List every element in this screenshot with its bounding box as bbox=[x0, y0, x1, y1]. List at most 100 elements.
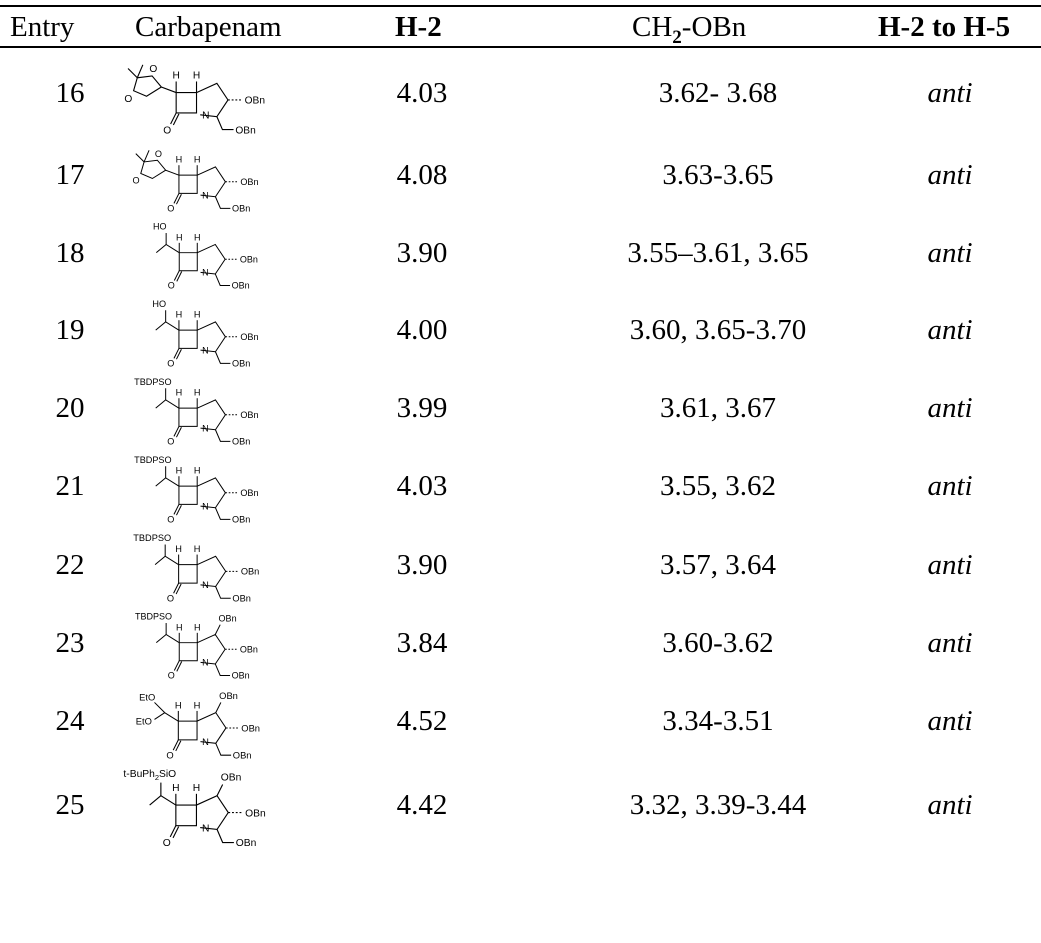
svg-text:H: H bbox=[176, 622, 183, 632]
table-row: 16 4.03 3.62- 3.68 anti O O O N H H OBn OBn bbox=[0, 50, 1041, 137]
svg-text:HO: HO bbox=[152, 299, 166, 309]
h2-h5-relation: anti bbox=[927, 77, 973, 109]
svg-text:O: O bbox=[163, 125, 171, 136]
svg-text:O: O bbox=[167, 515, 174, 525]
h2-h5-relation: anti bbox=[927, 314, 973, 346]
svg-text:N: N bbox=[202, 658, 209, 668]
carbapenam-structure: EtO EtO O N H H OBn OBn OBn bbox=[136, 691, 260, 761]
carbapenam-structure: HO O N H H OBn OBn bbox=[153, 222, 258, 291]
table-header-rule bbox=[0, 46, 1041, 48]
svg-text:O: O bbox=[124, 94, 132, 105]
h2-h5-relation: anti bbox=[927, 627, 973, 659]
header-ch2-suffix: -OBn bbox=[681, 11, 747, 43]
svg-text:N: N bbox=[202, 110, 209, 121]
svg-text:H: H bbox=[194, 232, 200, 242]
svg-text:N: N bbox=[202, 423, 209, 433]
svg-text:N: N bbox=[202, 501, 209, 511]
svg-text:O: O bbox=[167, 594, 174, 604]
svg-text:OBn: OBn bbox=[245, 96, 265, 107]
ch2-obn-shift: 3.55, 3.62 bbox=[660, 470, 776, 502]
h2-shift: 4.08 bbox=[396, 159, 448, 191]
svg-text:N: N bbox=[202, 737, 209, 747]
header-ch2-prefix: CH bbox=[632, 11, 673, 43]
header-ch2-subscript: 2 bbox=[672, 26, 682, 48]
svg-text:O: O bbox=[167, 204, 174, 214]
ch2-obn-shift: 3.34-3.51 bbox=[662, 705, 774, 737]
svg-text:H: H bbox=[194, 155, 201, 165]
svg-text:OBn: OBn bbox=[232, 437, 250, 447]
ch2-obn-shift: 3.63-3.65 bbox=[662, 159, 774, 191]
svg-text:H: H bbox=[172, 783, 179, 794]
svg-text:N: N bbox=[202, 823, 209, 834]
svg-text:OBn: OBn bbox=[221, 773, 242, 784]
h2-h5-relation: anti bbox=[927, 159, 973, 191]
ch2-obn-shift: 3.57, 3.64 bbox=[660, 549, 776, 581]
svg-text:OBn: OBn bbox=[240, 177, 258, 187]
svg-text:OBn: OBn bbox=[241, 723, 260, 733]
svg-text:H: H bbox=[193, 71, 200, 82]
entry-number: 17 bbox=[55, 159, 85, 191]
ch2-obn-shift: 3.60-3.62 bbox=[662, 627, 774, 659]
carbapenam-structure: t-BuPh2SiO O N H H OBn OBn OBn bbox=[123, 769, 266, 849]
table-top-rule bbox=[0, 5, 1041, 7]
h2-h5-relation: anti bbox=[927, 549, 973, 581]
svg-text:TBDPSO: TBDPSO bbox=[134, 455, 171, 465]
h2-h5-relation: anti bbox=[927, 789, 973, 821]
svg-text:H: H bbox=[176, 310, 183, 320]
svg-text:H: H bbox=[172, 71, 179, 82]
svg-text:O: O bbox=[168, 671, 175, 681]
h2-shift: 3.90 bbox=[396, 549, 448, 581]
svg-text:O: O bbox=[163, 838, 171, 849]
ch2-obn-shift: 3.62- 3.68 bbox=[658, 77, 778, 109]
ch2-obn-shift: 3.55–3.61, 3.65 bbox=[627, 237, 809, 269]
svg-text:N: N bbox=[202, 190, 209, 200]
svg-text:EtO: EtO bbox=[136, 717, 152, 727]
svg-text:H: H bbox=[176, 232, 183, 242]
carbapenam-structure: O O O N H H OBn OBn bbox=[132, 149, 258, 214]
h2-h5-relation: anti bbox=[927, 392, 973, 424]
table-row: 17 4.08 3.63-3.65 anti O O O N H H OBn OBn bbox=[0, 137, 1041, 215]
svg-text:OBn: OBn bbox=[232, 594, 250, 604]
entry-number: 19 bbox=[55, 314, 85, 346]
svg-text:H: H bbox=[193, 783, 200, 794]
carbapenam-structure: TBDPSO O N H H OBn OBn bbox=[133, 533, 259, 604]
entry-number: 24 bbox=[55, 705, 85, 737]
h2-shift: 4.00 bbox=[396, 314, 448, 346]
h2-h5-relation: anti bbox=[927, 470, 973, 502]
h2-shift: 3.84 bbox=[396, 627, 448, 659]
entry-number: 16 bbox=[55, 77, 85, 109]
svg-text:O: O bbox=[149, 64, 157, 75]
svg-text:TBDPSO: TBDPSO bbox=[133, 533, 171, 543]
header-entry: Entry bbox=[10, 11, 75, 43]
svg-text:H: H bbox=[175, 700, 182, 710]
svg-text:TBDPSO: TBDPSO bbox=[135, 612, 172, 622]
svg-text:H: H bbox=[175, 544, 182, 554]
svg-text:OBn: OBn bbox=[232, 515, 250, 525]
svg-text:OBn: OBn bbox=[232, 281, 250, 291]
svg-text:O: O bbox=[132, 175, 139, 185]
h2-h5-relation: anti bbox=[927, 237, 973, 269]
header-carbapenam: Carbapenam bbox=[135, 11, 282, 43]
table-row: 24 4.52 3.34-3.51 anti EtO EtO O N H H OBn OBn OBn bbox=[0, 682, 1041, 762]
h2-shift: 4.03 bbox=[396, 470, 448, 502]
svg-text:OBn: OBn bbox=[241, 567, 259, 577]
svg-text:H: H bbox=[194, 622, 200, 632]
carbapenam-structure: TBDPSO O N H H OBn OBn bbox=[134, 455, 258, 525]
svg-text:N: N bbox=[202, 580, 209, 590]
table-row: 21 4.03 3.55, 3.62 anti TBDPSO O N H H OBn OBn bbox=[0, 448, 1041, 526]
ch2-obn-shift: 3.60, 3.65-3.70 bbox=[629, 314, 807, 346]
svg-text:TBDPSO: TBDPSO bbox=[134, 377, 171, 387]
carbapenam-structure: TBDPSO O N H H OBn OBn OBn bbox=[135, 612, 258, 681]
entry-number: 25 bbox=[55, 789, 85, 821]
svg-text:H: H bbox=[176, 388, 183, 398]
carbapenam-structure: HO O N H H OBn OBn bbox=[152, 299, 258, 369]
header-ch2-obn: CH2-OBn bbox=[632, 10, 747, 48]
svg-text:OBn: OBn bbox=[240, 645, 258, 655]
svg-text:H: H bbox=[176, 155, 183, 165]
svg-text:O: O bbox=[168, 281, 175, 291]
svg-text:OBn: OBn bbox=[240, 410, 258, 420]
entry-number: 21 bbox=[55, 470, 85, 502]
svg-text:OBn: OBn bbox=[219, 691, 238, 701]
entry-number: 22 bbox=[55, 549, 85, 581]
entry-number: 18 bbox=[55, 237, 85, 269]
